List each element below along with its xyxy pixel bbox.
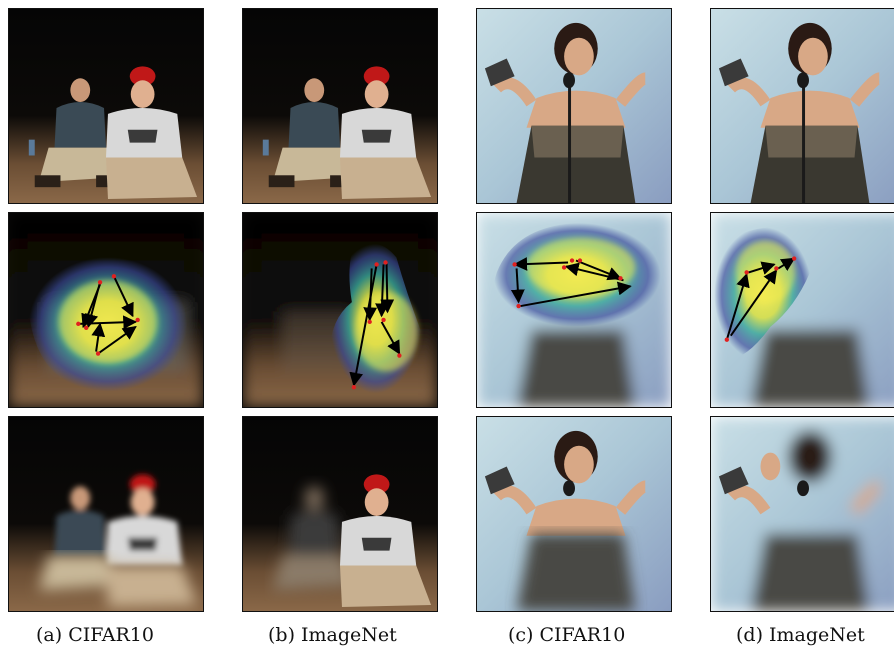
heatmap-c-scanpath bbox=[476, 212, 672, 408]
image-a-original bbox=[8, 8, 204, 204]
heatmap-b-scanpath bbox=[242, 212, 438, 408]
image-d-foveated bbox=[710, 416, 894, 612]
image-c-foveated bbox=[476, 416, 672, 612]
image-d-original bbox=[710, 8, 894, 204]
image-b-foveated bbox=[242, 416, 438, 612]
image-c-original bbox=[476, 8, 672, 204]
caption-c: (c) CIFAR10 bbox=[508, 624, 626, 646]
caption-b: (b) ImageNet bbox=[268, 624, 397, 646]
image-b-original bbox=[242, 8, 438, 204]
heatmap-a-scanpath bbox=[8, 212, 204, 408]
caption-a: (a) CIFAR10 bbox=[36, 624, 154, 646]
heatmap-d-scanpath bbox=[710, 212, 894, 408]
image-a-foveated bbox=[8, 416, 204, 612]
caption-d: (d) ImageNet bbox=[736, 624, 865, 646]
